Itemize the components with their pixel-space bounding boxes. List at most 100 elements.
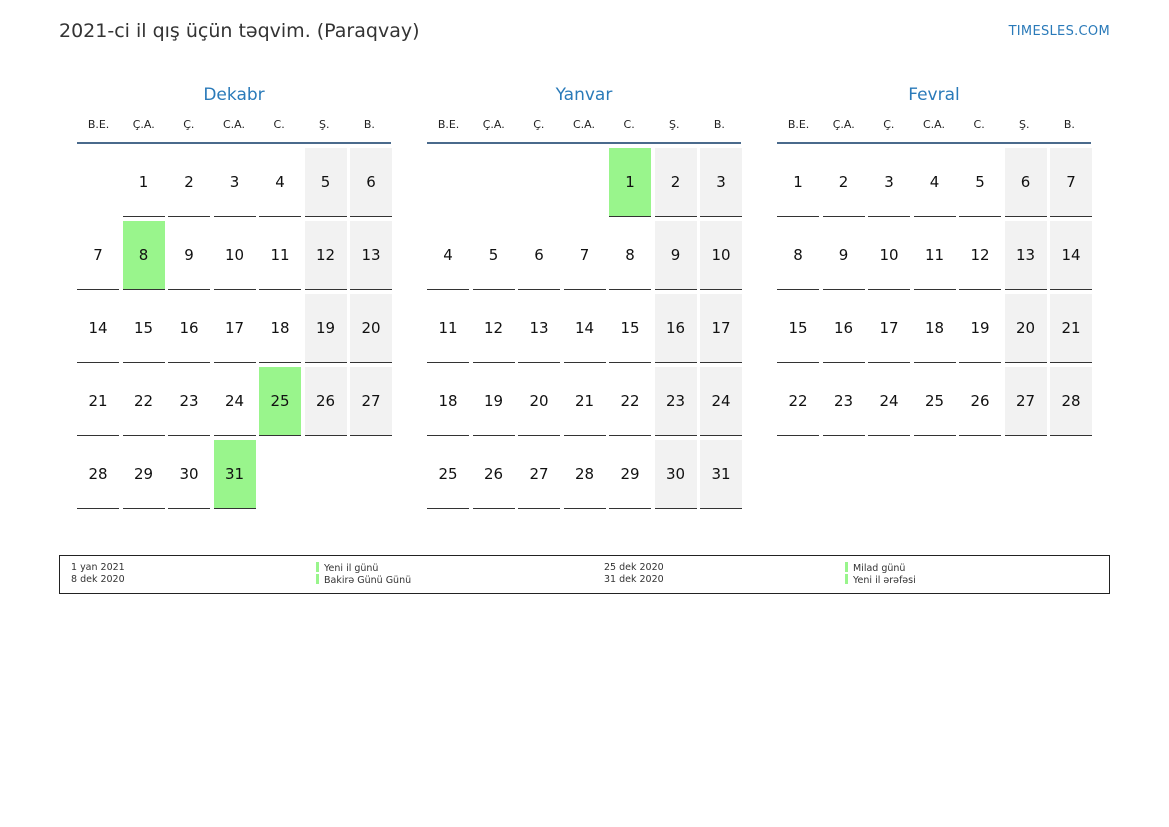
weekday-label: Ş. [669,118,680,131]
day-cell: 13 [350,221,392,290]
legend-dates-col-1: 1 yan 2021 8 dek 2020 [71,562,125,586]
day-cell: 13 [1004,221,1047,290]
day-cell: 2 [168,148,210,217]
legend-item: Milad günü [845,562,916,574]
day-cell: 21 [563,367,606,436]
day-cell: 31 [700,440,742,509]
weekday-header: B.E. Ç.A. Ç. C.A. C. Ş. B. [776,118,1092,134]
legend-dates-col-2: 25 dek 2020 31 dek 2020 [604,562,664,586]
day-cell: 19 [472,367,515,436]
weekday-label: C.A. [222,118,245,131]
weekday-label: B. [1063,118,1075,131]
day-cell: 26 [304,367,347,436]
day-cell: 18 [427,367,469,436]
day-cell: 19 [304,294,347,363]
legend-item: Yeni il günü [316,562,411,574]
day-cell: 30 [654,440,697,509]
holiday-day-cell: 31 [213,440,256,509]
day-cell: 28 [1050,367,1092,436]
day-cell: 16 [168,294,210,363]
brand-link[interactable]: TIMESLES.COM [1008,24,1110,39]
legend-date: 31 dek 2020 [604,574,664,585]
day-cell: 22 [777,367,819,436]
day-cell: 11 [427,294,469,363]
day-cell: 9 [822,221,865,290]
weekday-label: Ç.A. [132,118,155,131]
day-cell: 7 [77,221,119,290]
weekday-label: C.A. [922,118,945,131]
holiday-day-cell: 8 [122,221,165,290]
holiday-legend: 1 yan 2021 8 dek 2020 Yeni il günü Bakir… [59,555,1110,594]
day-cell: 12 [959,221,1001,290]
month-name: Fevral [908,85,960,105]
legend-holiday-name: Yeni il ərəfəsi [853,575,916,586]
weekday-label: Ç.A. [832,118,855,131]
legend-holiday-name: Yeni il günü [324,563,379,574]
weekday-label: C. [973,118,985,131]
day-cell: 22 [609,367,651,436]
day-cell: 11 [259,221,301,290]
holiday-color-marker [845,574,848,584]
weekday-label: Ç.A. [482,118,505,131]
day-cell: 12 [304,221,347,290]
day-cell: 22 [122,367,165,436]
day-cell: 21 [1050,294,1092,363]
day-cell: 23 [654,367,697,436]
day-cell: 18 [913,294,956,363]
day-cell: 24 [213,367,256,436]
holiday-color-marker [316,562,319,572]
holiday-color-marker [845,562,848,572]
weekday-label: C. [273,118,285,131]
legend-holiday-name: Bakirə Günü Günü [324,575,412,586]
weekday-header: B.E. Ç.A. Ç. C.A. C. Ş. B. [426,118,742,134]
weekday-header: B.E. Ç.A. Ç. C.A. C. Ş. B. [76,118,392,134]
weekday-label: Ş. [1019,118,1030,131]
day-cell: 14 [1050,221,1092,290]
day-cell: 10 [700,221,742,290]
weekday-label: B. [363,118,375,131]
day-cell: 8 [777,221,819,290]
day-cell: 8 [609,221,651,290]
day-cell: 6 [350,148,392,217]
weekday-label: B.E. [437,118,460,131]
weekday-label: B.E. [87,118,110,131]
day-cell: 1 [122,148,165,217]
day-cell: 27 [1004,367,1047,436]
day-cell: 23 [168,367,210,436]
legend-date: 25 dek 2020 [604,562,664,573]
day-cell: 14 [77,294,119,363]
day-cell: 21 [77,367,119,436]
day-cell: 30 [168,440,210,509]
day-cell: 29 [122,440,165,509]
day-cell: 25 [913,367,956,436]
weekday-label: Ş. [319,118,330,131]
day-cell: 5 [304,148,347,217]
day-cell: 20 [1004,294,1047,363]
holiday-color-marker [316,574,319,584]
day-cell: 28 [77,440,119,509]
weekday-label: B.E. [787,118,810,131]
day-cell: 29 [609,440,651,509]
day-cell: 4 [913,148,956,217]
day-cell: 25 [427,440,469,509]
day-cell: 16 [822,294,865,363]
day-cell: 3 [213,148,256,217]
day-grid: 1 2 3 4 5 6 7 8 9 10 11 12 13 14 15 16 17 18 19 20 21 22 23 24 2… [776,148,1092,513]
day-cell: 15 [609,294,651,363]
day-cell: 6 [518,221,560,290]
day-cell: 17 [700,294,742,363]
weekday-label: C.A. [572,118,595,131]
legend-names-col-1: Yeni il günü Bakirə Günü Günü [316,562,411,586]
day-cell: 1 [777,148,819,217]
legend-holiday-name: Milad günü [853,563,906,574]
day-cell: 3 [700,148,742,217]
day-cell: 5 [959,148,1001,217]
day-cell: 26 [959,367,1001,436]
day-cell: 23 [822,367,865,436]
legend-date: 8 dek 2020 [71,574,125,585]
weekday-label: Ç. [883,118,895,131]
day-cell: 10 [213,221,256,290]
header-divider [77,142,391,144]
month-dekabr: Dekabr B.E. Ç.A. Ç. C.A. C. Ş. B. 1 2 3 4 5 6 7 8 9 10 1… [76,84,392,513]
weekday-label: B. [713,118,725,131]
